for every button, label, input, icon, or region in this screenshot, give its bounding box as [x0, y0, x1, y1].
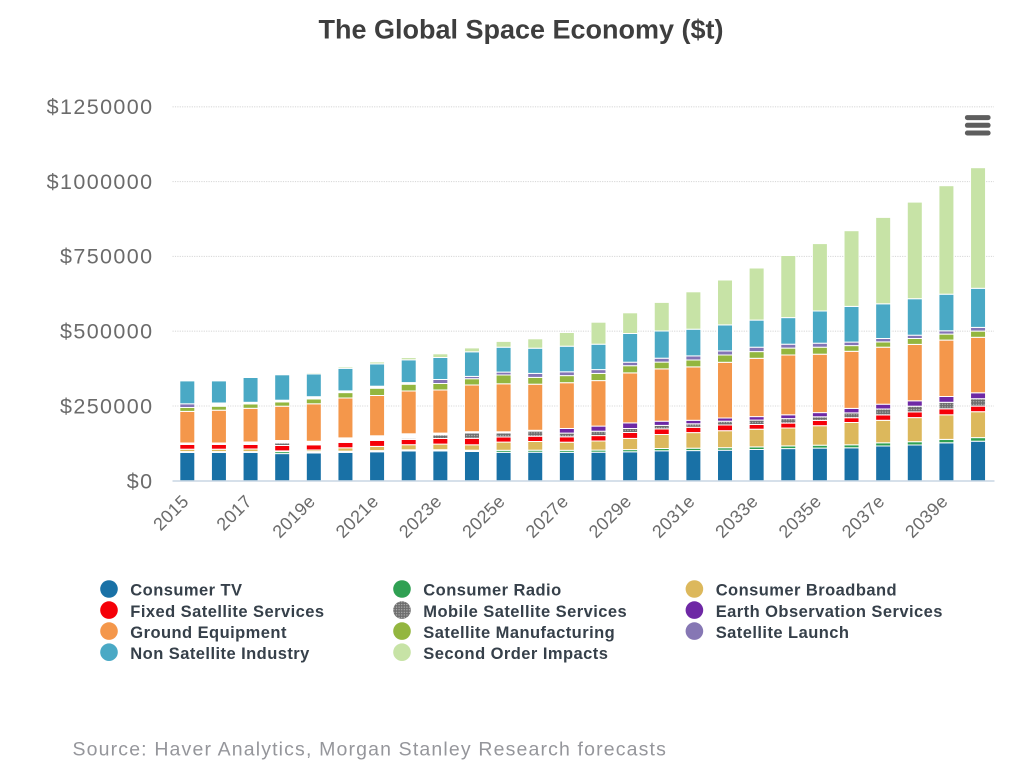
svg-text:Fixed Satellite Services: Fixed Satellite Services	[130, 603, 324, 621]
svg-text:$1250000: $1250000	[47, 95, 154, 119]
svg-text:Mobile Satellite Services: Mobile Satellite Services	[423, 603, 627, 621]
svg-text:$500000: $500000	[60, 320, 154, 344]
svg-text:Consumer TV: Consumer TV	[130, 582, 242, 600]
svg-text:The Global Space Economy ($t): The Global Space Economy ($t)	[318, 15, 723, 45]
svg-text:$0: $0	[127, 469, 154, 493]
svg-text:Consumer Broadband: Consumer Broadband	[716, 582, 897, 600]
svg-text:Source: Haver Analytics, Morga: Source: Haver Analytics, Morgan Stanley …	[73, 738, 668, 760]
svg-text:Second Order Impacts: Second Order Impacts	[423, 645, 608, 663]
svg-text:Satellite Launch: Satellite Launch	[716, 624, 850, 642]
svg-text:Satellite Manufacturing: Satellite Manufacturing	[423, 624, 615, 642]
svg-text:$1000000: $1000000	[47, 170, 154, 194]
svg-text:$750000: $750000	[60, 245, 154, 269]
svg-text:Consumer Radio: Consumer Radio	[423, 582, 561, 600]
svg-text:$250000: $250000	[60, 394, 154, 418]
svg-text:Ground Equipment: Ground Equipment	[130, 624, 287, 642]
svg-text:Non Satellite Industry: Non Satellite Industry	[130, 645, 310, 663]
svg-text:Earth Observation Services: Earth Observation Services	[716, 603, 943, 621]
